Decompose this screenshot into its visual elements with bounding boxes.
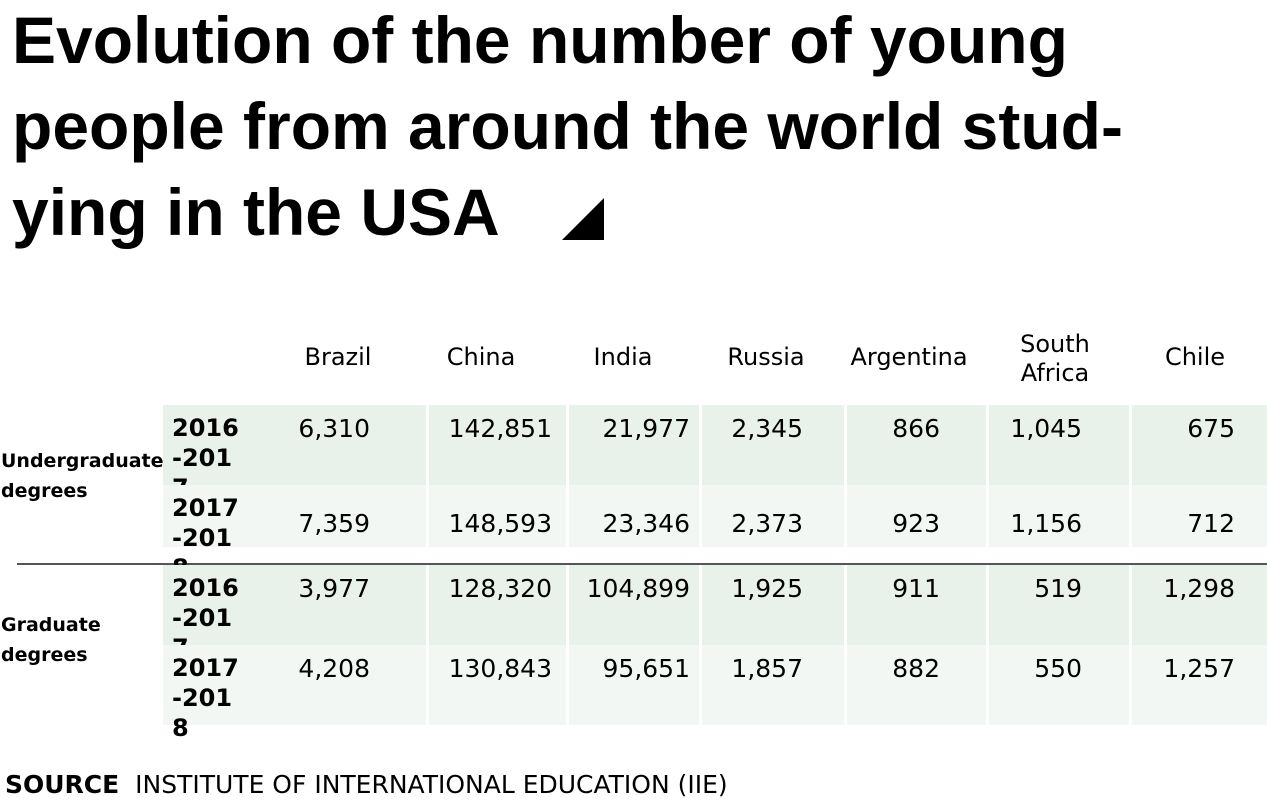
triangle-icon xyxy=(562,198,604,240)
column-separator xyxy=(566,485,569,547)
column-separator xyxy=(699,405,702,485)
source-text: INSTITUTE OF INTERNATIONAL EDUCATION (II… xyxy=(135,770,728,799)
table-cell: 2,373 xyxy=(731,509,803,538)
column-separator xyxy=(986,405,989,485)
table-cell: 866 xyxy=(892,414,940,443)
column-header: South Africa xyxy=(1020,330,1090,387)
table-cell: 1,857 xyxy=(731,654,803,683)
column-separator xyxy=(699,645,702,725)
column-separator xyxy=(986,565,989,645)
column-separator xyxy=(986,645,989,725)
table-cell: 519 xyxy=(1034,574,1082,603)
column-separator xyxy=(844,405,847,485)
source-label: SOURCE xyxy=(5,770,120,799)
table-cell: 882 xyxy=(892,654,940,683)
year-label: 2016-2017 xyxy=(172,574,239,662)
column-separator xyxy=(426,485,429,547)
row-band xyxy=(163,645,1267,725)
table-cell: 2,345 xyxy=(731,414,803,443)
table-cell: 911 xyxy=(892,574,940,603)
table-cell: 1,298 xyxy=(1163,574,1235,603)
table-cell: 104,899 xyxy=(586,574,690,603)
title-line: Evolution of the number of young xyxy=(12,3,1068,77)
table-cell: 3,977 xyxy=(298,574,370,603)
title-line: people from around the world stud- xyxy=(12,89,1123,163)
table-cell: 1,925 xyxy=(731,574,803,603)
row-band xyxy=(163,485,1267,547)
column-separator xyxy=(844,565,847,645)
year-label: 2016-2017 xyxy=(172,414,239,502)
source: SOURCE INSTITUTE OF INTERNATIONAL EDUCAT… xyxy=(0,770,728,799)
table-cell: 6,310 xyxy=(298,414,370,443)
table-cell: 21,977 xyxy=(602,414,690,443)
table-cell: 1,257 xyxy=(1163,654,1235,683)
column-separator xyxy=(699,485,702,547)
column-separator xyxy=(1129,405,1132,485)
table-cell: 1,156 xyxy=(1010,509,1082,538)
column-separator xyxy=(1129,565,1132,645)
column-separator xyxy=(699,565,702,645)
table-cell: 128,320 xyxy=(448,574,552,603)
table-cell: 148,593 xyxy=(448,509,552,538)
column-separator xyxy=(566,645,569,725)
row-band xyxy=(163,565,1267,645)
column-separator xyxy=(986,485,989,547)
column-header: Chile xyxy=(1164,343,1226,371)
column-separator xyxy=(1129,645,1132,725)
column-separator xyxy=(844,645,847,725)
year-label: 2017-2018 xyxy=(172,654,239,742)
column-header: Argentina xyxy=(850,343,968,371)
column-header: India xyxy=(593,343,653,371)
column-separator xyxy=(426,645,429,725)
column-separator xyxy=(566,565,569,645)
table-cell: 923 xyxy=(892,509,940,538)
table-cell: 550 xyxy=(1034,654,1082,683)
column-separator xyxy=(566,405,569,485)
group-label: Graduate degrees xyxy=(1,614,101,666)
column-separator xyxy=(1129,485,1132,547)
column-header: Brazil xyxy=(304,343,372,371)
table-cell: 7,359 xyxy=(298,509,370,538)
column-separator xyxy=(844,485,847,547)
row-band xyxy=(163,405,1267,485)
group-separator xyxy=(17,563,1267,565)
group-label: Undergraduate degrees xyxy=(1,450,164,502)
column-separator xyxy=(426,405,429,485)
title-line: ying in the USA xyxy=(12,175,500,249)
table-cell: 130,843 xyxy=(448,654,552,683)
column-separator xyxy=(426,565,429,645)
column-header: China xyxy=(446,343,516,371)
column-header: Russia xyxy=(727,343,805,371)
table-cell: 23,346 xyxy=(602,509,690,538)
table-cell: 675 xyxy=(1187,414,1235,443)
table-cell: 1,045 xyxy=(1010,414,1082,443)
table-cell: 95,651 xyxy=(602,654,690,683)
table-cell: 712 xyxy=(1187,509,1235,538)
table-cell: 142,851 xyxy=(448,414,552,443)
table-cell: 4,208 xyxy=(298,654,370,683)
